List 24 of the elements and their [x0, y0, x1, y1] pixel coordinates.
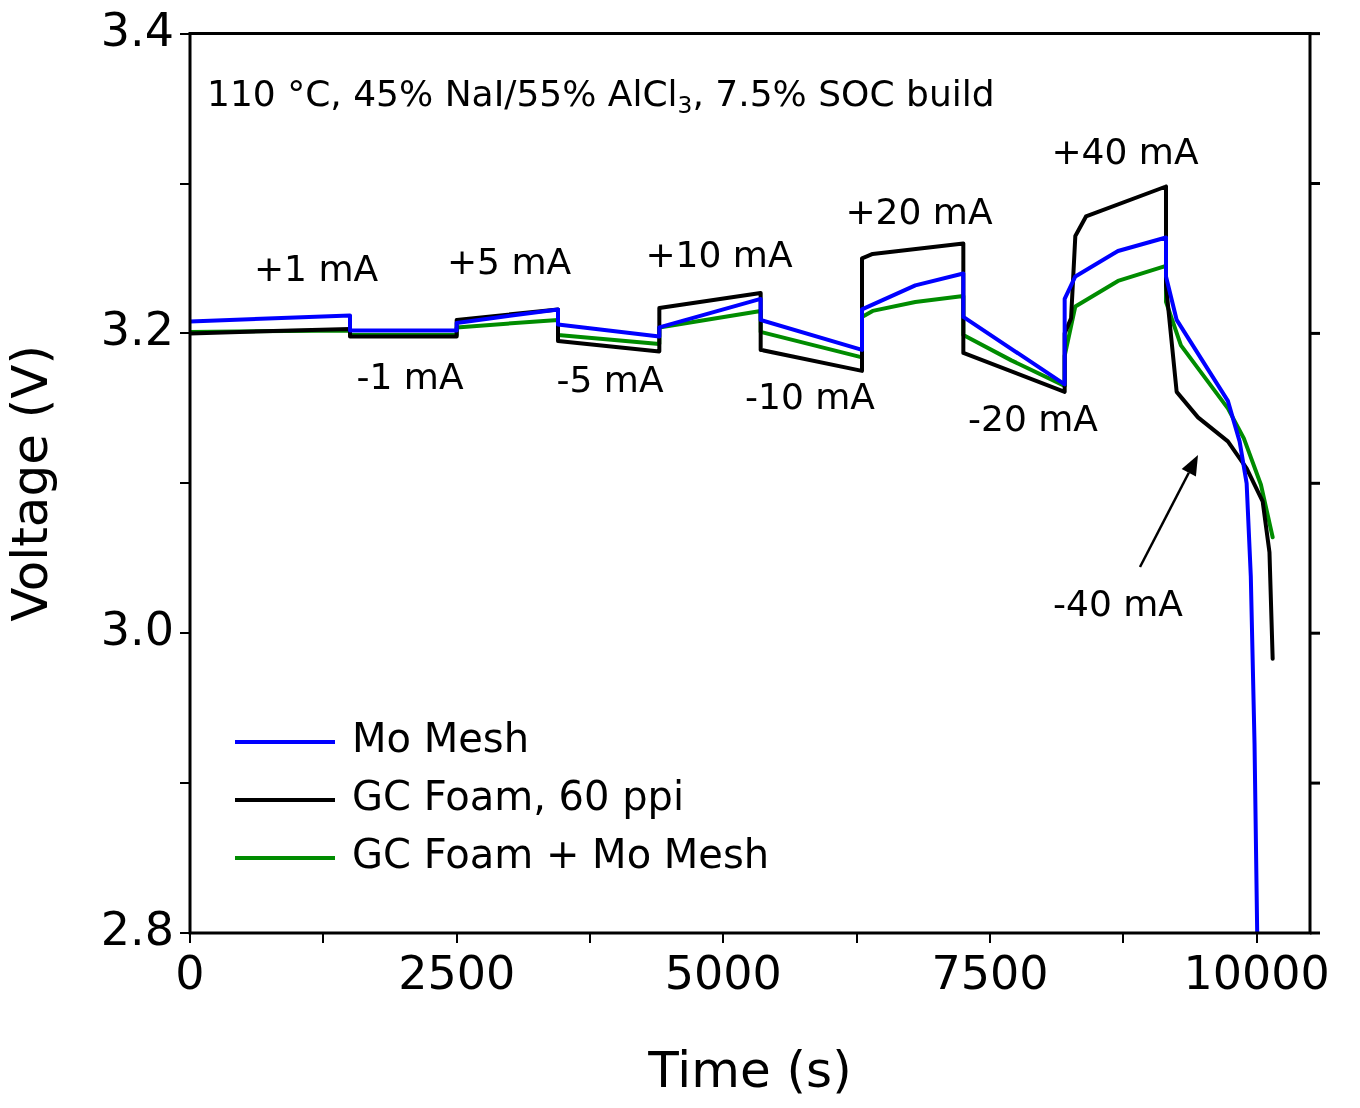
x-tick-label: 2500: [398, 945, 516, 1000]
legend-label: GC Foam, 60 ppi: [352, 773, 685, 820]
annotation: +5 mA: [446, 241, 572, 283]
annotation: +20 mA: [845, 191, 993, 233]
annotation: -1 mA: [356, 356, 464, 398]
x-tick-label: 10000: [1183, 945, 1330, 1000]
x-axis-title: Time (s): [647, 1040, 852, 1099]
y-tick-label: 2.8: [100, 901, 174, 956]
y-tick-label: 3.2: [100, 302, 174, 357]
y-tick-label: 3.0: [100, 602, 174, 657]
y-tick-label: 3.4: [100, 2, 174, 57]
annotation: -20 mA: [968, 398, 1099, 440]
annotation: +1 mA: [253, 248, 379, 290]
annotation: -40 mA: [1053, 583, 1184, 625]
annotation: +40 mA: [1051, 131, 1199, 173]
annotation: -10 mA: [745, 376, 876, 418]
annotation: -5 mA: [556, 359, 664, 401]
annotation: +10 mA: [645, 234, 793, 276]
x-tick-label: 5000: [664, 945, 782, 1000]
x-tick-label: 0: [175, 945, 205, 1000]
y-axis-title: Voltage (V): [0, 344, 59, 622]
legend-label: GC Foam + Mo Mesh: [352, 831, 770, 878]
x-tick-label: 7500: [931, 945, 1049, 1000]
legend-label: Mo Mesh: [352, 715, 530, 762]
